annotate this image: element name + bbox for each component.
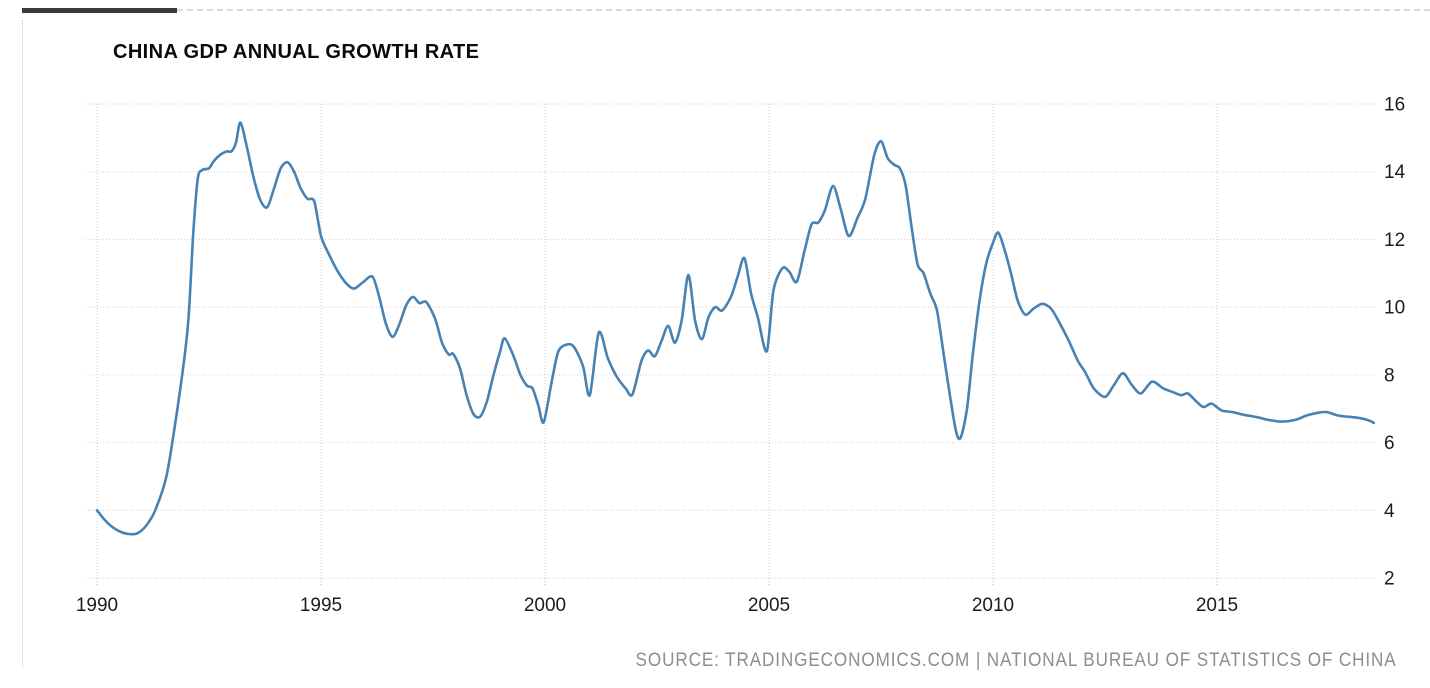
x-tick-label-1990: 1990 — [76, 595, 118, 616]
x-tick-label-2015: 2015 — [1196, 595, 1238, 616]
y-tick-label-8: 8 — [1384, 365, 1395, 386]
y-tick-label-6: 6 — [1384, 433, 1395, 454]
x-tick-label-1995: 1995 — [300, 595, 342, 616]
y-tick-label-12: 12 — [1384, 230, 1405, 251]
x-tick-label-2010: 2010 — [972, 595, 1014, 616]
x-tick-label-2005: 2005 — [748, 595, 790, 616]
top-rule — [177, 9, 1430, 11]
y-tick-label-16: 16 — [1384, 95, 1405, 116]
chart-title: CHINA GDP ANNUAL GROWTH RATE — [113, 41, 480, 63]
x-tick-label-2000: 2000 — [524, 595, 566, 616]
y-tick-label-4: 4 — [1384, 501, 1395, 522]
y-tick-label-14: 14 — [1384, 162, 1406, 183]
gdp-series-line[interactable] — [95, 121, 1376, 536]
y-tick-label-2: 2 — [1384, 569, 1395, 590]
y-tick-label-10: 10 — [1384, 298, 1405, 319]
source-attribution: SOURCE: TRADINGECONOMICS.COM | NATIONAL … — [635, 650, 1397, 671]
left-dotted-border — [22, 20, 23, 668]
top-accent-bar — [22, 8, 177, 13]
